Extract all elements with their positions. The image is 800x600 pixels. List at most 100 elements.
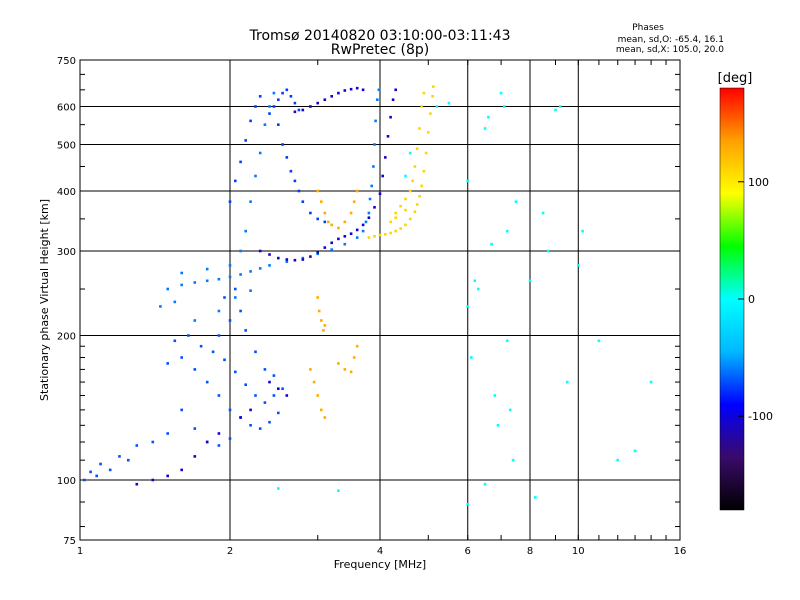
- data-point: [355, 236, 359, 239]
- data-point: [415, 203, 419, 206]
- data-point: [435, 105, 439, 108]
- data-point: [239, 160, 242, 164]
- data-point: [404, 223, 407, 227]
- data-point: [268, 105, 271, 108]
- data-point: [327, 220, 330, 224]
- data-point: [193, 427, 197, 430]
- data-point: [166, 362, 169, 365]
- chart-subtitle: RwPretec (8p): [331, 42, 429, 58]
- data-point: [404, 208, 407, 212]
- data-point: [508, 408, 512, 412]
- data-point: [505, 229, 509, 233]
- data-point: [244, 383, 247, 386]
- data-point: [228, 200, 232, 203]
- data-point: [223, 296, 226, 299]
- data-point: [316, 189, 319, 193]
- x-tick-label: 2: [227, 546, 233, 557]
- data-point: [408, 151, 412, 155]
- data-point: [217, 444, 221, 447]
- data-point: [281, 387, 284, 390]
- data-point: [301, 200, 305, 203]
- data-point: [258, 249, 262, 253]
- data-point: [399, 227, 402, 230]
- x-tick-label: 4: [377, 546, 383, 557]
- data-point: [349, 232, 353, 235]
- data-point: [272, 394, 276, 397]
- data-point: [496, 424, 500, 427]
- data-point: [554, 108, 557, 112]
- data-point: [249, 200, 252, 203]
- chart-title: Tromsø 20140820 03:10:00-03:11:43: [249, 28, 511, 44]
- data-point: [323, 416, 327, 419]
- data-point: [361, 88, 365, 92]
- data-point: [297, 189, 301, 193]
- data-point: [301, 256, 305, 260]
- phase-info-x: mean, sd,X: 105.0, 20.0: [616, 45, 724, 55]
- data-point: [254, 394, 257, 397]
- data-point: [249, 119, 252, 123]
- data-point: [337, 237, 340, 241]
- data-point: [285, 88, 289, 92]
- data-point: [384, 233, 387, 236]
- data-point: [343, 242, 347, 246]
- data-point: [367, 216, 371, 219]
- x-tick-label: 6: [465, 546, 471, 557]
- data-point: [118, 455, 121, 458]
- phase-info-o: mean, sd,O: -65.4, 16.1: [618, 35, 724, 45]
- data-point: [330, 95, 333, 98]
- data-point: [343, 235, 347, 238]
- data-point: [330, 241, 333, 245]
- data-point: [408, 189, 412, 193]
- data-point: [355, 228, 359, 232]
- data-point: [378, 233, 382, 237]
- data-point: [343, 368, 347, 371]
- data-point: [258, 267, 262, 270]
- data-point: [373, 235, 376, 238]
- data-point: [263, 368, 267, 371]
- data-point: [239, 273, 242, 276]
- data-point: [355, 344, 359, 348]
- data-point: [511, 458, 515, 462]
- data-point: [180, 356, 183, 359]
- data-point: [349, 87, 353, 91]
- data-point: [370, 184, 373, 188]
- data-point: [323, 324, 327, 327]
- data-point: [239, 249, 242, 253]
- x-axis-label: Frequency [MHz]: [334, 558, 426, 571]
- data-point: [217, 334, 221, 337]
- data-point: [316, 251, 319, 254]
- data-point: [309, 211, 312, 215]
- data-point: [277, 387, 280, 390]
- data-point: [217, 309, 221, 313]
- data-point: [301, 258, 305, 261]
- data-point: [431, 95, 434, 98]
- data-point: [317, 309, 321, 313]
- data-point: [355, 189, 359, 193]
- data-point: [228, 264, 232, 267]
- y-tick-label: 200: [57, 332, 76, 343]
- data-point: [389, 231, 392, 235]
- data-point: [316, 101, 319, 105]
- data-point: [234, 296, 237, 299]
- data-point: [399, 204, 402, 208]
- data-point: [337, 489, 340, 492]
- data-point: [420, 105, 423, 108]
- data-point: [389, 220, 392, 224]
- data-point: [309, 368, 312, 371]
- data-point: [180, 468, 183, 472]
- data-point: [293, 179, 297, 183]
- data-point: [349, 211, 353, 215]
- data-point: [268, 253, 271, 256]
- data-point: [343, 89, 347, 92]
- data-point: [649, 380, 653, 384]
- data-point: [277, 123, 280, 126]
- data-point: [289, 95, 293, 98]
- data-point: [323, 246, 327, 249]
- y-tick-label: 75: [63, 536, 76, 547]
- data-point: [312, 380, 316, 384]
- data-point: [268, 380, 271, 384]
- data-point: [234, 287, 237, 291]
- data-point: [211, 350, 215, 354]
- data-point: [415, 147, 419, 150]
